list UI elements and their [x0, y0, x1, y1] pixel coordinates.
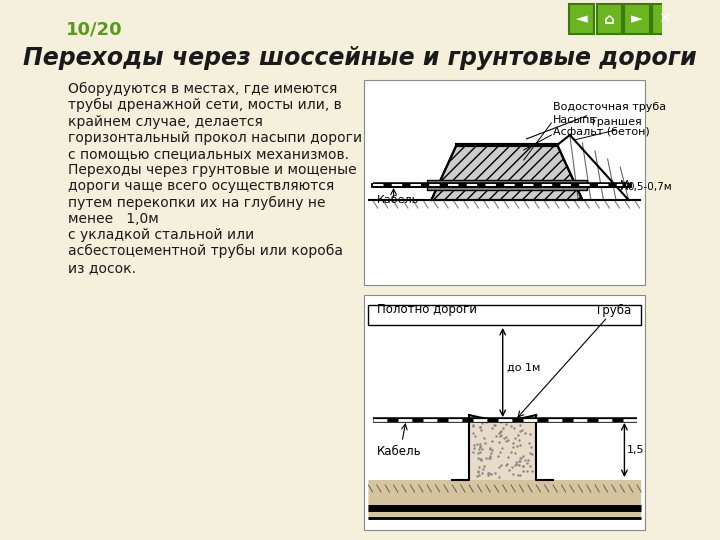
Polygon shape	[431, 145, 582, 200]
Text: ✕: ✕	[658, 11, 671, 26]
Text: до 1м: до 1м	[507, 362, 540, 373]
Polygon shape	[469, 415, 536, 480]
Text: 10/20: 10/20	[66, 20, 123, 38]
Text: ►: ►	[631, 11, 643, 26]
Bar	[427, 180, 587, 190]
FancyBboxPatch shape	[624, 4, 649, 34]
Bar	[364, 295, 645, 530]
Text: Кабель: Кабель	[377, 445, 421, 458]
FancyBboxPatch shape	[652, 4, 678, 34]
Text: Оборудуются в местах, где имеются
трубы дренажной сети, мосты или, в
крайнем слу: Оборудуются в местах, где имеются трубы …	[68, 82, 362, 275]
Text: ◄: ◄	[576, 11, 588, 26]
Text: Насыпь: Насыпь	[553, 115, 597, 125]
Text: 0,5-0,7м: 0,5-0,7м	[627, 182, 672, 192]
Polygon shape	[369, 415, 642, 520]
Bar	[364, 80, 645, 285]
Bar	[369, 305, 642, 325]
Text: Переходы через шоссейные и грунтовые дороги: Переходы через шоссейные и грунтовые дор…	[23, 46, 697, 70]
Text: Водосточная труба: Водосточная труба	[526, 102, 666, 139]
Text: Траншея: Траншея	[590, 117, 642, 127]
FancyBboxPatch shape	[597, 4, 622, 34]
Text: ⌂: ⌂	[604, 11, 615, 26]
Text: Кабель: Кабель	[377, 195, 419, 205]
Text: Труба: Труба	[595, 303, 631, 316]
Text: 1,5: 1,5	[627, 445, 644, 455]
Text: Асфальт (бетон): Асфальт (бетон)	[553, 127, 650, 137]
FancyBboxPatch shape	[569, 4, 594, 34]
Text: Полотно дороги: Полотно дороги	[377, 303, 477, 316]
